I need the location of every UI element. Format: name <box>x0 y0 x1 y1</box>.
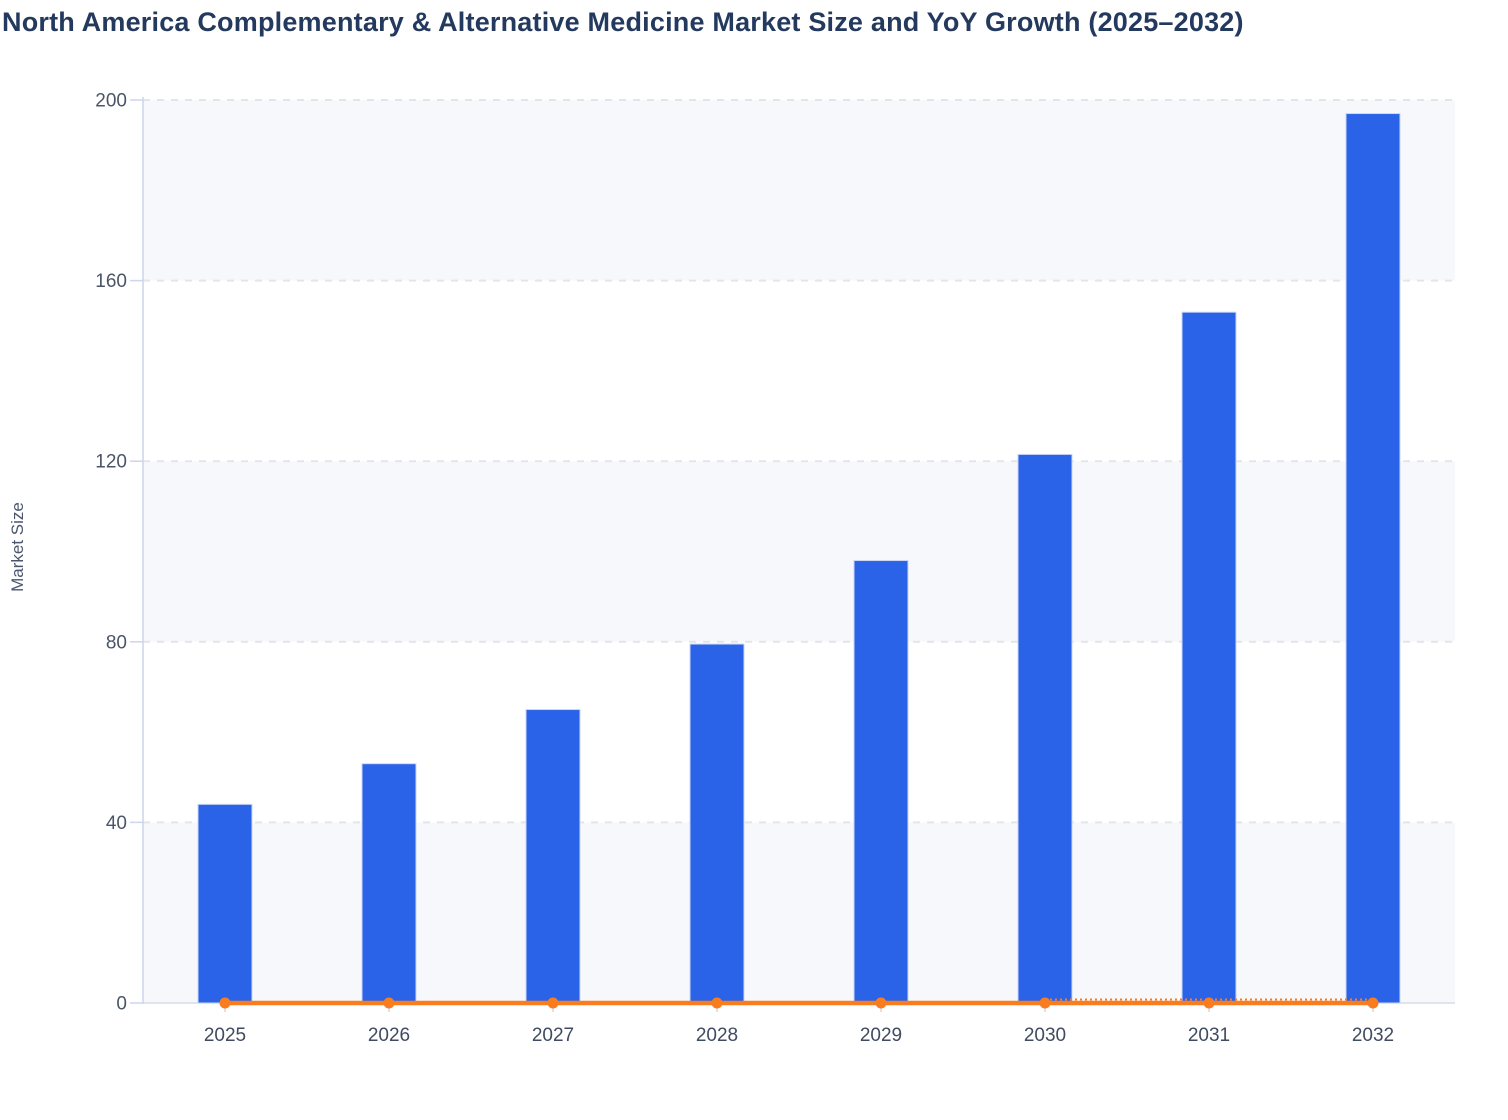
bar-2027[interactable] <box>525 709 581 1004</box>
yoy-marker-2028[interactable] <box>711 997 723 1009</box>
bar-2032[interactable] <box>1345 113 1401 1004</box>
x-tick-label: 2030 <box>1024 1025 1066 1046</box>
y-tick-label: 120 <box>95 452 127 473</box>
bar-2030[interactable] <box>1017 453 1073 1004</box>
bar-2025[interactable] <box>197 803 253 1004</box>
x-tick-label: 2025 <box>204 1025 246 1046</box>
chart-title: North America Complementary & Alternativ… <box>2 7 1244 37</box>
y-tick-label: 40 <box>106 813 127 834</box>
x-tick-label: 2027 <box>532 1025 574 1046</box>
yoy-marker-2025[interactable] <box>219 997 231 1009</box>
x-tick-label: 2029 <box>860 1025 902 1046</box>
yoy-marker-2032[interactable] <box>1367 997 1379 1009</box>
y-tick-label: 200 <box>95 91 127 112</box>
yoy-marker-2031[interactable] <box>1203 997 1215 1009</box>
yoy-marker-2029[interactable] <box>875 997 887 1009</box>
plot-band <box>143 100 1455 281</box>
yoy-marker-2030[interactable] <box>1039 997 1051 1009</box>
y-tick-label: 80 <box>106 632 127 653</box>
x-tick-label: 2031 <box>1188 1025 1230 1046</box>
bar-2031[interactable] <box>1181 311 1237 1004</box>
x-tick-label: 2028 <box>696 1025 738 1046</box>
x-tick-label: 2026 <box>368 1025 410 1046</box>
y-axis-title: Market Size <box>8 502 27 592</box>
y-tick-label: 160 <box>95 271 127 292</box>
y-tick-label: 0 <box>116 994 127 1015</box>
bar-2028[interactable] <box>689 643 745 1004</box>
plot-band <box>143 461 1455 642</box>
bar-2026[interactable] <box>361 763 417 1004</box>
yoy-marker-2027[interactable] <box>547 997 559 1009</box>
plot-band <box>143 822 1455 1003</box>
yoy-marker-2026[interactable] <box>383 997 395 1009</box>
x-tick-label: 2032 <box>1352 1025 1394 1046</box>
bar-2029[interactable] <box>853 560 909 1004</box>
